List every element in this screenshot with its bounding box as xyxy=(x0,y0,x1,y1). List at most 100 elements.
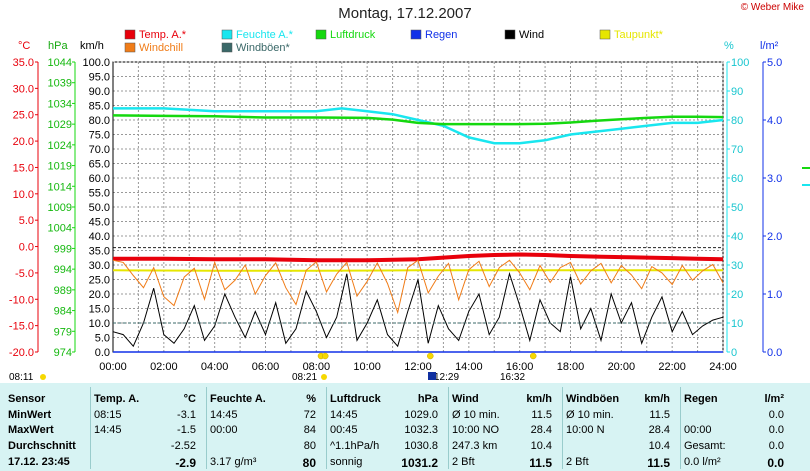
sun-time-label: 08:11 xyxy=(9,372,34,383)
section-cell-value: 28.4 xyxy=(648,424,670,436)
section-divider xyxy=(562,387,563,469)
moon-icon xyxy=(428,372,436,380)
humidity-tick-label: 40 xyxy=(731,231,743,243)
x-tick-label: 16:00 xyxy=(506,361,534,373)
wind-tick-label: 65.0 xyxy=(89,159,110,171)
sun-time-label: 08:21 xyxy=(292,372,317,383)
wind-tick-label: 100.0 xyxy=(82,57,110,69)
section-cell-label: 14:45 xyxy=(330,409,358,421)
pressure-axis-label: hPa xyxy=(48,40,68,52)
wind-tick-label: 10.0 xyxy=(89,318,110,330)
section-cell-label: 2 Bft xyxy=(452,456,475,468)
section-cell-value: 0.0 xyxy=(768,440,784,452)
wind-axis-label: km/h xyxy=(80,40,104,52)
rain-tick-label: 2.0 xyxy=(767,231,782,243)
legend-swatch xyxy=(124,29,136,40)
section-cell-label: 14:45 xyxy=(210,409,238,421)
humidity-tick-label: 10 xyxy=(731,318,743,330)
x-tick-label: 08:00 xyxy=(303,361,331,373)
wind-tick-label: 20.0 xyxy=(89,289,110,301)
x-tick-label: 20:00 xyxy=(608,361,636,373)
section-cell-value: 80 xyxy=(302,456,316,470)
section-divider xyxy=(680,387,681,469)
pressure-tick-label: 1039 xyxy=(48,78,72,90)
statistics-panel: Sensor MinWert MaxWert Durchschnitt 17.1… xyxy=(0,383,810,471)
x-tick-label: 24:00 xyxy=(709,361,737,373)
legend-label: Feuchte A.* xyxy=(236,29,294,41)
sunrise-secondary-icon xyxy=(321,374,327,380)
rain-tick-label: 1.0 xyxy=(767,289,782,301)
wind-tick-label: 5.0 xyxy=(95,333,110,345)
section-cell-label: 14:45 xyxy=(94,424,122,436)
pressure-tick-label: 1029 xyxy=(48,119,72,131)
legend-label: Regen xyxy=(425,29,457,41)
section-cell-label: 0.0 l/m² xyxy=(684,456,721,468)
section-unit: °C xyxy=(183,393,196,405)
wind-tick-label: 0.0 xyxy=(95,347,110,359)
section-cell-label: 2 Bft xyxy=(566,456,589,468)
section-head: Feuchte A. xyxy=(210,393,266,405)
section-cell-label: ^1.1hPa/h xyxy=(330,440,380,452)
pressure-tick-label: 984 xyxy=(54,306,72,318)
sun-marker-icon xyxy=(321,352,329,360)
x-tick-label: 04:00 xyxy=(201,361,229,373)
temp-tick-label: 20.0 xyxy=(13,136,34,148)
rain-tick-label: 5.0 xyxy=(767,57,782,69)
section-cell-value: -3.1 xyxy=(177,409,196,421)
temp-tick-label: -10.0 xyxy=(9,294,34,306)
section-unit: km/h xyxy=(526,393,552,405)
section-divider xyxy=(326,387,327,469)
series-line-taupunkt xyxy=(112,269,723,272)
section-cell-value: 11.5 xyxy=(649,409,670,421)
sun-time-label: 12:29 xyxy=(434,372,459,383)
section-head: Regen xyxy=(684,393,718,405)
wind-tick-label: 95.0 xyxy=(89,72,110,84)
wind-tick-label: 25.0 xyxy=(89,275,110,287)
pressure-tick-label: 974 xyxy=(54,347,72,359)
section-unit: % xyxy=(306,393,316,405)
temp-tick-label: 15.0 xyxy=(13,162,34,174)
section-cell-label: Gesamt: xyxy=(684,440,726,452)
x-tick-label: 18:00 xyxy=(557,361,585,373)
legend-label: Wind xyxy=(519,29,544,41)
row-label-sensor: Sensor xyxy=(8,393,46,405)
row-label-max: MaxWert xyxy=(8,424,54,436)
section-divider xyxy=(448,387,449,469)
copyright-label: © Weber Mike xyxy=(740,2,804,13)
section-cell-label: 247.3 km xyxy=(452,440,498,452)
humidity-tick-label: 70 xyxy=(731,144,743,156)
legend-swatch xyxy=(315,29,327,40)
humidity-tick-label: 50 xyxy=(731,202,743,214)
pressure-tick-label: 1014 xyxy=(48,181,72,193)
section-cell-value: 80 xyxy=(303,440,316,452)
section-cell-value: 10.4 xyxy=(648,440,670,452)
wind-tick-label: 60.0 xyxy=(89,173,110,185)
row-label-avg: Durchschnitt xyxy=(8,440,76,452)
x-tick-label: 22:00 xyxy=(658,361,686,373)
section-cell-value: 28.4 xyxy=(530,424,552,436)
humidity-tick-label: 20 xyxy=(731,289,743,301)
section-cell-value: -2.52 xyxy=(170,440,196,452)
pressure-tick-label: 989 xyxy=(54,285,72,297)
pressure-tick-label: 1009 xyxy=(48,202,72,214)
wind-tick-label: 15.0 xyxy=(89,304,110,316)
pressure-tick-label: 999 xyxy=(54,243,72,255)
x-tick-label: 10:00 xyxy=(353,361,381,373)
section-unit: hPa xyxy=(417,393,438,405)
section-cell-value: 0.0 xyxy=(767,456,784,470)
wind-tick-label: 30.0 xyxy=(89,260,110,272)
section-cell-value: 11.5 xyxy=(531,409,552,421)
legend-swatch xyxy=(221,42,233,53)
rain-tick-label: 3.0 xyxy=(767,173,782,185)
chart-title: Montag, 17.12.2007 xyxy=(338,5,472,22)
rain-tick-label: 0.0 xyxy=(767,347,782,359)
rain-axis-label: l/m² xyxy=(760,40,779,52)
section-cell-value: 1029.0 xyxy=(404,409,438,421)
section-unit: l/m² xyxy=(764,393,784,405)
section-unit: km/h xyxy=(644,393,670,405)
temp-tick-label: -15.0 xyxy=(9,321,34,333)
legend-label: Temp. A.* xyxy=(139,29,187,41)
sun-marker-icon xyxy=(529,352,537,360)
pressure-tick-label: 1004 xyxy=(48,223,72,235)
wind-tick-label: 40.0 xyxy=(89,231,110,243)
